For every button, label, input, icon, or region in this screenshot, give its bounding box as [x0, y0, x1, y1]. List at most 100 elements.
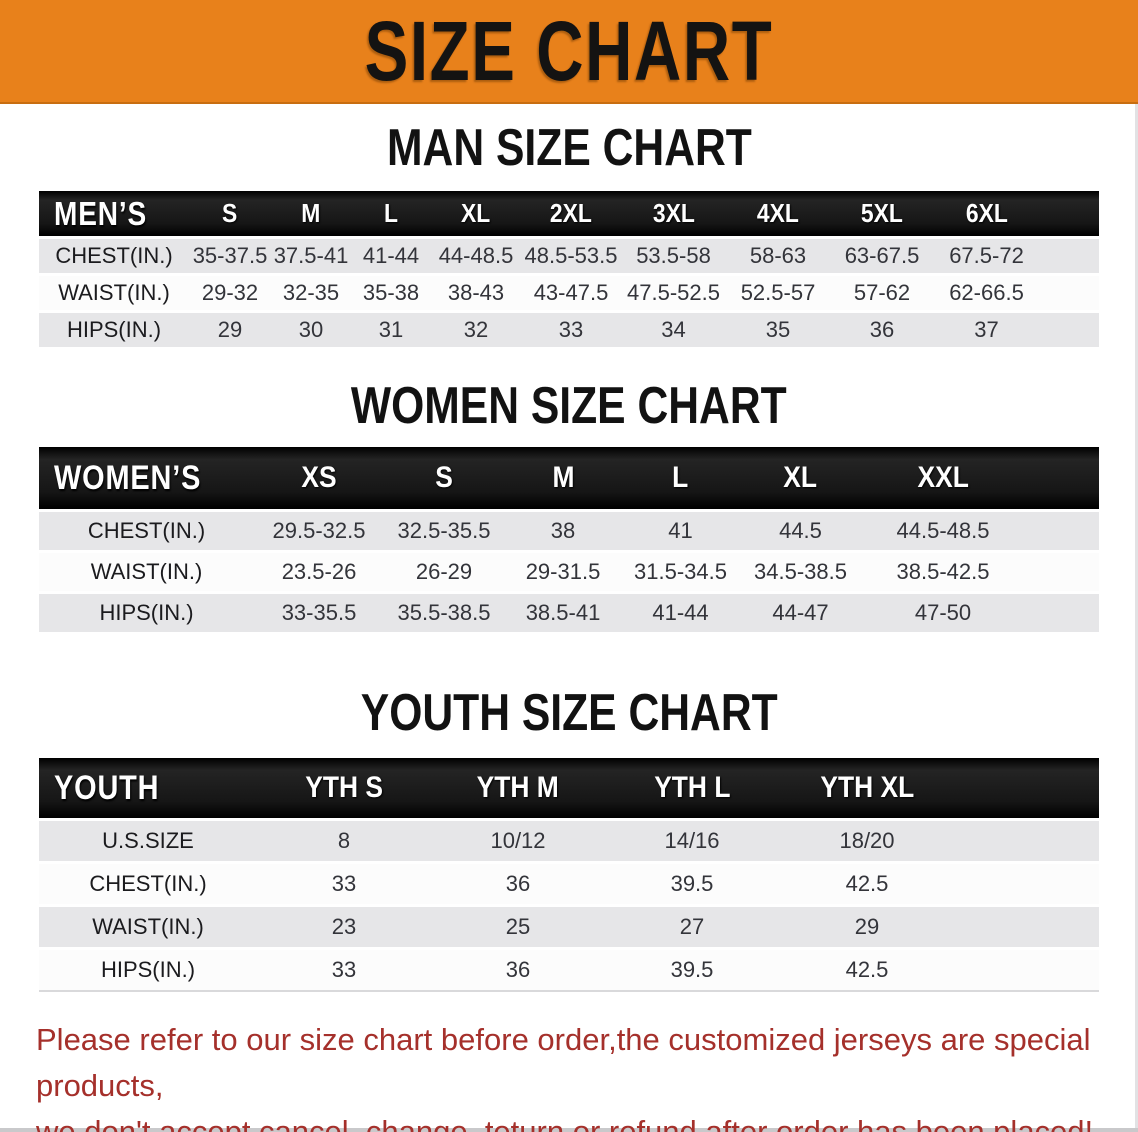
- measurement-value: 41: [622, 512, 739, 550]
- youth-size-table: YOUTH YTH S YTH M YTH L YTH XL U.S.SIZE …: [39, 755, 1099, 995]
- women-waist-row: WAIST(IN.) 23.5-26 26-29 29-31.5 31.5-34…: [39, 553, 1099, 591]
- man-section-heading: MAN SIZE CHART: [0, 118, 1138, 178]
- women-hips-row: HIPS(IN.) 33-35.5 35.5-38.5 38.5-41 41-4…: [39, 594, 1099, 632]
- youth-size-column-l: YTH L: [605, 758, 779, 818]
- youth-section-heading-text: YOUTH SIZE CHART: [360, 684, 778, 742]
- measurement-value: 37.5-41: [271, 239, 351, 273]
- filler-cell: [1039, 276, 1099, 310]
- men-size-column-xl: XL: [431, 191, 521, 236]
- measurement-label: WAIST(IN.): [39, 907, 257, 947]
- men-size-column-s: S: [189, 191, 271, 236]
- measurement-label: HIPS(IN.): [39, 594, 254, 632]
- measurement-value: 29-32: [189, 276, 271, 310]
- measurement-value: 23: [257, 907, 431, 947]
- measurement-value: 39.5: [605, 864, 779, 904]
- men-size-column-6xl: 6XL: [934, 191, 1039, 236]
- measurement-label: U.S.SIZE: [39, 821, 257, 861]
- men-size-column-2xl: 2XL: [521, 191, 621, 236]
- man-section-heading-text: MAN SIZE CHART: [386, 119, 752, 177]
- measurement-value: 39.5: [605, 950, 779, 992]
- measurement-value: 41-44: [622, 594, 739, 632]
- measurement-value: 47-50: [862, 594, 1024, 632]
- men-size-column-m: M: [271, 191, 351, 236]
- men-size-column-5xl: 5XL: [830, 191, 934, 236]
- footer-disclaimer-line-2: we don't accept cancel, change, teturn o…: [36, 1114, 1094, 1132]
- measurement-value: 34: [621, 313, 726, 347]
- measurement-value: 35.5-38.5: [384, 594, 504, 632]
- measurement-label: WAIST(IN.): [39, 553, 254, 591]
- measurement-value: 37: [934, 313, 1039, 347]
- men-size-column-l: L: [351, 191, 431, 236]
- men-chest-row: CHEST(IN.) 35-37.5 37.5-41 41-44 44-48.5…: [39, 239, 1099, 273]
- measurement-value: 32-35: [271, 276, 351, 310]
- measurement-value: 36: [431, 864, 605, 904]
- measurement-value: 29.5-32.5: [254, 512, 384, 550]
- measurement-label: HIPS(IN.): [39, 313, 189, 347]
- measurement-value: 36: [830, 313, 934, 347]
- men-size-table: MEN’S S M L XL 2XL 3XL 4XL 5XL 6XL CHEST…: [39, 188, 1099, 350]
- banner-title: SIZE CHART: [364, 3, 774, 98]
- measurement-value: 35: [726, 313, 830, 347]
- women-size-column-l: L: [622, 447, 739, 509]
- men-header-filler-cell: [1039, 191, 1099, 236]
- measurement-value: 27: [605, 907, 779, 947]
- youth-header-filler-cell: [955, 758, 1099, 818]
- measurement-label: CHEST(IN.): [39, 512, 254, 550]
- women-size-table: WOMEN’S XS S M L XL XXL CHEST(IN.) 29.5-…: [39, 444, 1099, 635]
- filler-cell: [1024, 553, 1099, 591]
- measurement-label: CHEST(IN.): [39, 864, 257, 904]
- measurement-value: 48.5-53.5: [521, 239, 621, 273]
- measurement-value: 52.5-57: [726, 276, 830, 310]
- measurement-value: 31.5-34.5: [622, 553, 739, 591]
- youth-hips-row: HIPS(IN.) 33 36 39.5 42.5: [39, 950, 1099, 992]
- measurement-value: 38.5-41: [504, 594, 622, 632]
- women-section-heading: WOMEN SIZE CHART: [0, 376, 1138, 436]
- measurement-value: 33-35.5: [254, 594, 384, 632]
- women-size-column-xxl: XXL: [862, 447, 1024, 509]
- filler-cell: [1039, 313, 1099, 347]
- measurement-value: 33: [257, 950, 431, 992]
- measurement-value: 30: [271, 313, 351, 347]
- measurement-value: 38: [504, 512, 622, 550]
- women-table-header-row: WOMEN’S XS S M L XL XXL: [39, 447, 1099, 509]
- measurement-value: 35-38: [351, 276, 431, 310]
- measurement-value: 67.5-72: [934, 239, 1039, 273]
- measurement-value: 14/16: [605, 821, 779, 861]
- measurement-value: 57-62: [830, 276, 934, 310]
- measurement-value: 29-31.5: [504, 553, 622, 591]
- youth-ussize-row: U.S.SIZE 8 10/12 14/16 18/20: [39, 821, 1099, 861]
- women-header-filler-cell: [1024, 447, 1099, 509]
- men-size-column-4xl: 4XL: [726, 191, 830, 236]
- measurement-value: 36: [431, 950, 605, 992]
- measurement-label: HIPS(IN.): [39, 950, 257, 992]
- measurement-value: 8: [257, 821, 431, 861]
- youth-table-header-row: YOUTH YTH S YTH M YTH L YTH XL: [39, 758, 1099, 818]
- measurement-value: 32: [431, 313, 521, 347]
- measurement-value: 44.5-48.5: [862, 512, 1024, 550]
- measurement-value: 29: [189, 313, 271, 347]
- measurement-value: 62-66.5: [934, 276, 1039, 310]
- measurement-value: 38.5-42.5: [862, 553, 1024, 591]
- measurement-value: 53.5-58: [621, 239, 726, 273]
- measurement-value: 41-44: [351, 239, 431, 273]
- filler-cell: [955, 950, 1099, 992]
- measurement-value: 25: [431, 907, 605, 947]
- women-section-heading-text: WOMEN SIZE CHART: [351, 377, 787, 435]
- measurement-label: WAIST(IN.): [39, 276, 189, 310]
- men-hips-row: HIPS(IN.) 29 30 31 32 33 34 35 36 37: [39, 313, 1099, 347]
- measurement-value: 63-67.5: [830, 239, 934, 273]
- women-size-column-xl: XL: [739, 447, 862, 509]
- measurement-value: 44-48.5: [431, 239, 521, 273]
- men-group-label: MEN’S: [54, 194, 148, 232]
- measurement-value: 34.5-38.5: [739, 553, 862, 591]
- youth-section-heading: YOUTH SIZE CHART: [0, 683, 1138, 743]
- measurement-value: 43-47.5: [521, 276, 621, 310]
- measurement-value: 47.5-52.5: [621, 276, 726, 310]
- measurement-value: 33: [521, 313, 621, 347]
- filler-cell: [955, 864, 1099, 904]
- women-size-column-m: M: [504, 447, 622, 509]
- filler-cell: [1024, 512, 1099, 550]
- filler-cell: [1039, 239, 1099, 273]
- filler-cell: [955, 907, 1099, 947]
